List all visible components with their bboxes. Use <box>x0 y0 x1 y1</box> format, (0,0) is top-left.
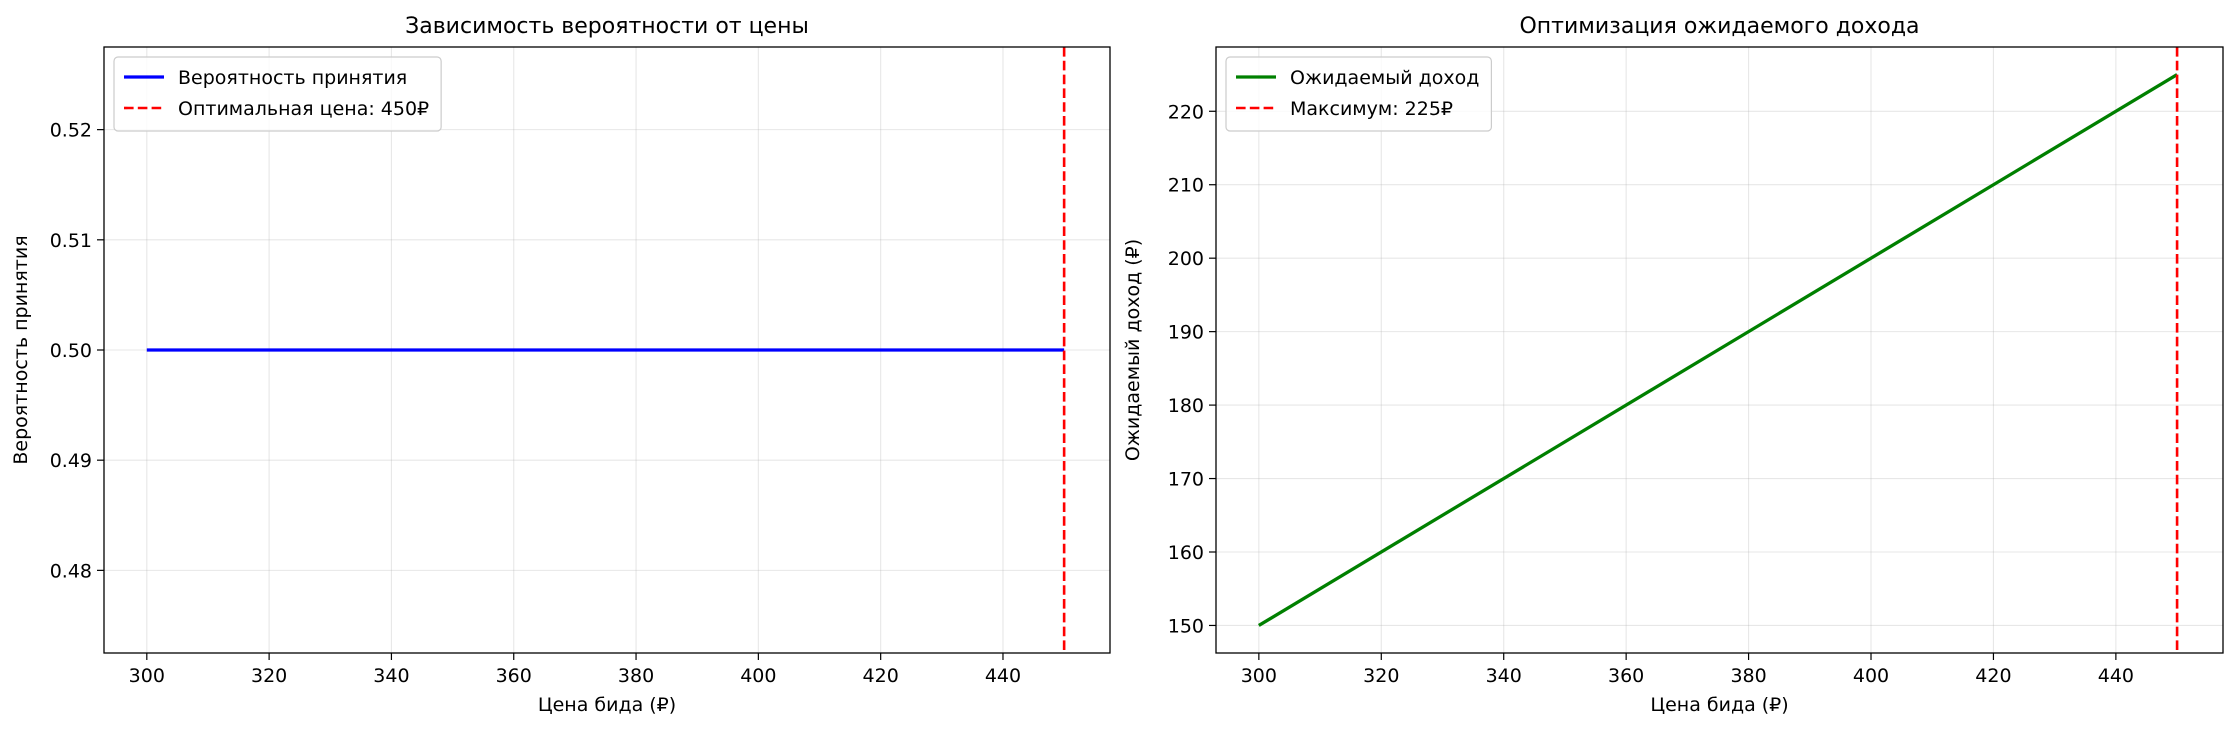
x-tick-label: 440 <box>985 665 1021 687</box>
y-tick-label: 210 <box>1168 175 1204 197</box>
legend-box <box>113 56 442 132</box>
y-tick-label: 190 <box>1168 322 1204 344</box>
y-tick-label: 160 <box>1168 542 1204 564</box>
y-tick-label: 170 <box>1168 469 1204 491</box>
legend-entry: Оптимальная цена: 450₽ <box>178 98 429 120</box>
x-tick-label: 380 <box>1730 665 1766 687</box>
x-tick-label: 400 <box>740 665 776 687</box>
chart-title: Зависимость вероятности от цены <box>405 14 809 39</box>
x-tick-label: 420 <box>863 665 899 687</box>
x-tick-label: 360 <box>1608 665 1644 687</box>
x-tick-label: 360 <box>496 665 532 687</box>
x-tick-label: 340 <box>1486 665 1522 687</box>
series-line <box>1258 73 2178 627</box>
x-tick-label: 440 <box>2098 665 2134 687</box>
y-tick-label: 150 <box>1168 615 1204 637</box>
y-tick-label: 0.49 <box>50 450 92 472</box>
x-tick-label: 340 <box>373 665 409 687</box>
y-tick-label: 0.51 <box>50 230 92 252</box>
legend: Вероятность принятия Оптимальная цена: 45… <box>113 56 442 132</box>
plot-frame <box>1215 46 2224 654</box>
x-tick-label: 320 <box>1363 665 1399 687</box>
x-tick-label: 400 <box>1853 665 1889 687</box>
y-axis-label: Вероятность принятия <box>10 235 32 464</box>
y-tick-label: 0.52 <box>50 120 92 142</box>
y-axis-label: Ожидаемый доход (₽) <box>1122 239 1144 461</box>
y-tick-label: 0.50 <box>50 340 92 362</box>
chart-title: Оптимизация ожидаемого дохода <box>1519 14 1919 39</box>
legend-entry: Вероятность принятия <box>178 67 407 89</box>
x-tick-label: 420 <box>1975 665 2011 687</box>
chart-2: 300 320 340 360 380 400 420 440 150 160 170 180 190 2… <box>1122 14 2224 716</box>
y-tick-label: 200 <box>1168 248 1204 270</box>
x-tick-label: 300 <box>129 665 165 687</box>
legend-entry: Максимум: 225₽ <box>1290 98 1453 120</box>
chart-1: 300 320 340 360 380 400 420 440 0.48 0.49 0.50 0.51… <box>10 14 1111 716</box>
y-tick-label: 180 <box>1168 395 1204 417</box>
y-tick-label: 220 <box>1168 101 1204 123</box>
x-tick-label: 300 <box>1241 665 1277 687</box>
x-axis-label: Цена бида (₽) <box>538 694 676 716</box>
x-axis-label: Цена бида (₽) <box>1650 694 1788 716</box>
legend-entry: Ожидаемый доход <box>1290 67 1479 89</box>
x-tick-label: 380 <box>618 665 654 687</box>
y-tick-label: 0.48 <box>50 560 92 582</box>
legend: Ожидаемый доход Максимум: 225₽ <box>1225 56 1492 132</box>
x-tick-label: 320 <box>251 665 287 687</box>
legend-box <box>1225 56 1492 132</box>
